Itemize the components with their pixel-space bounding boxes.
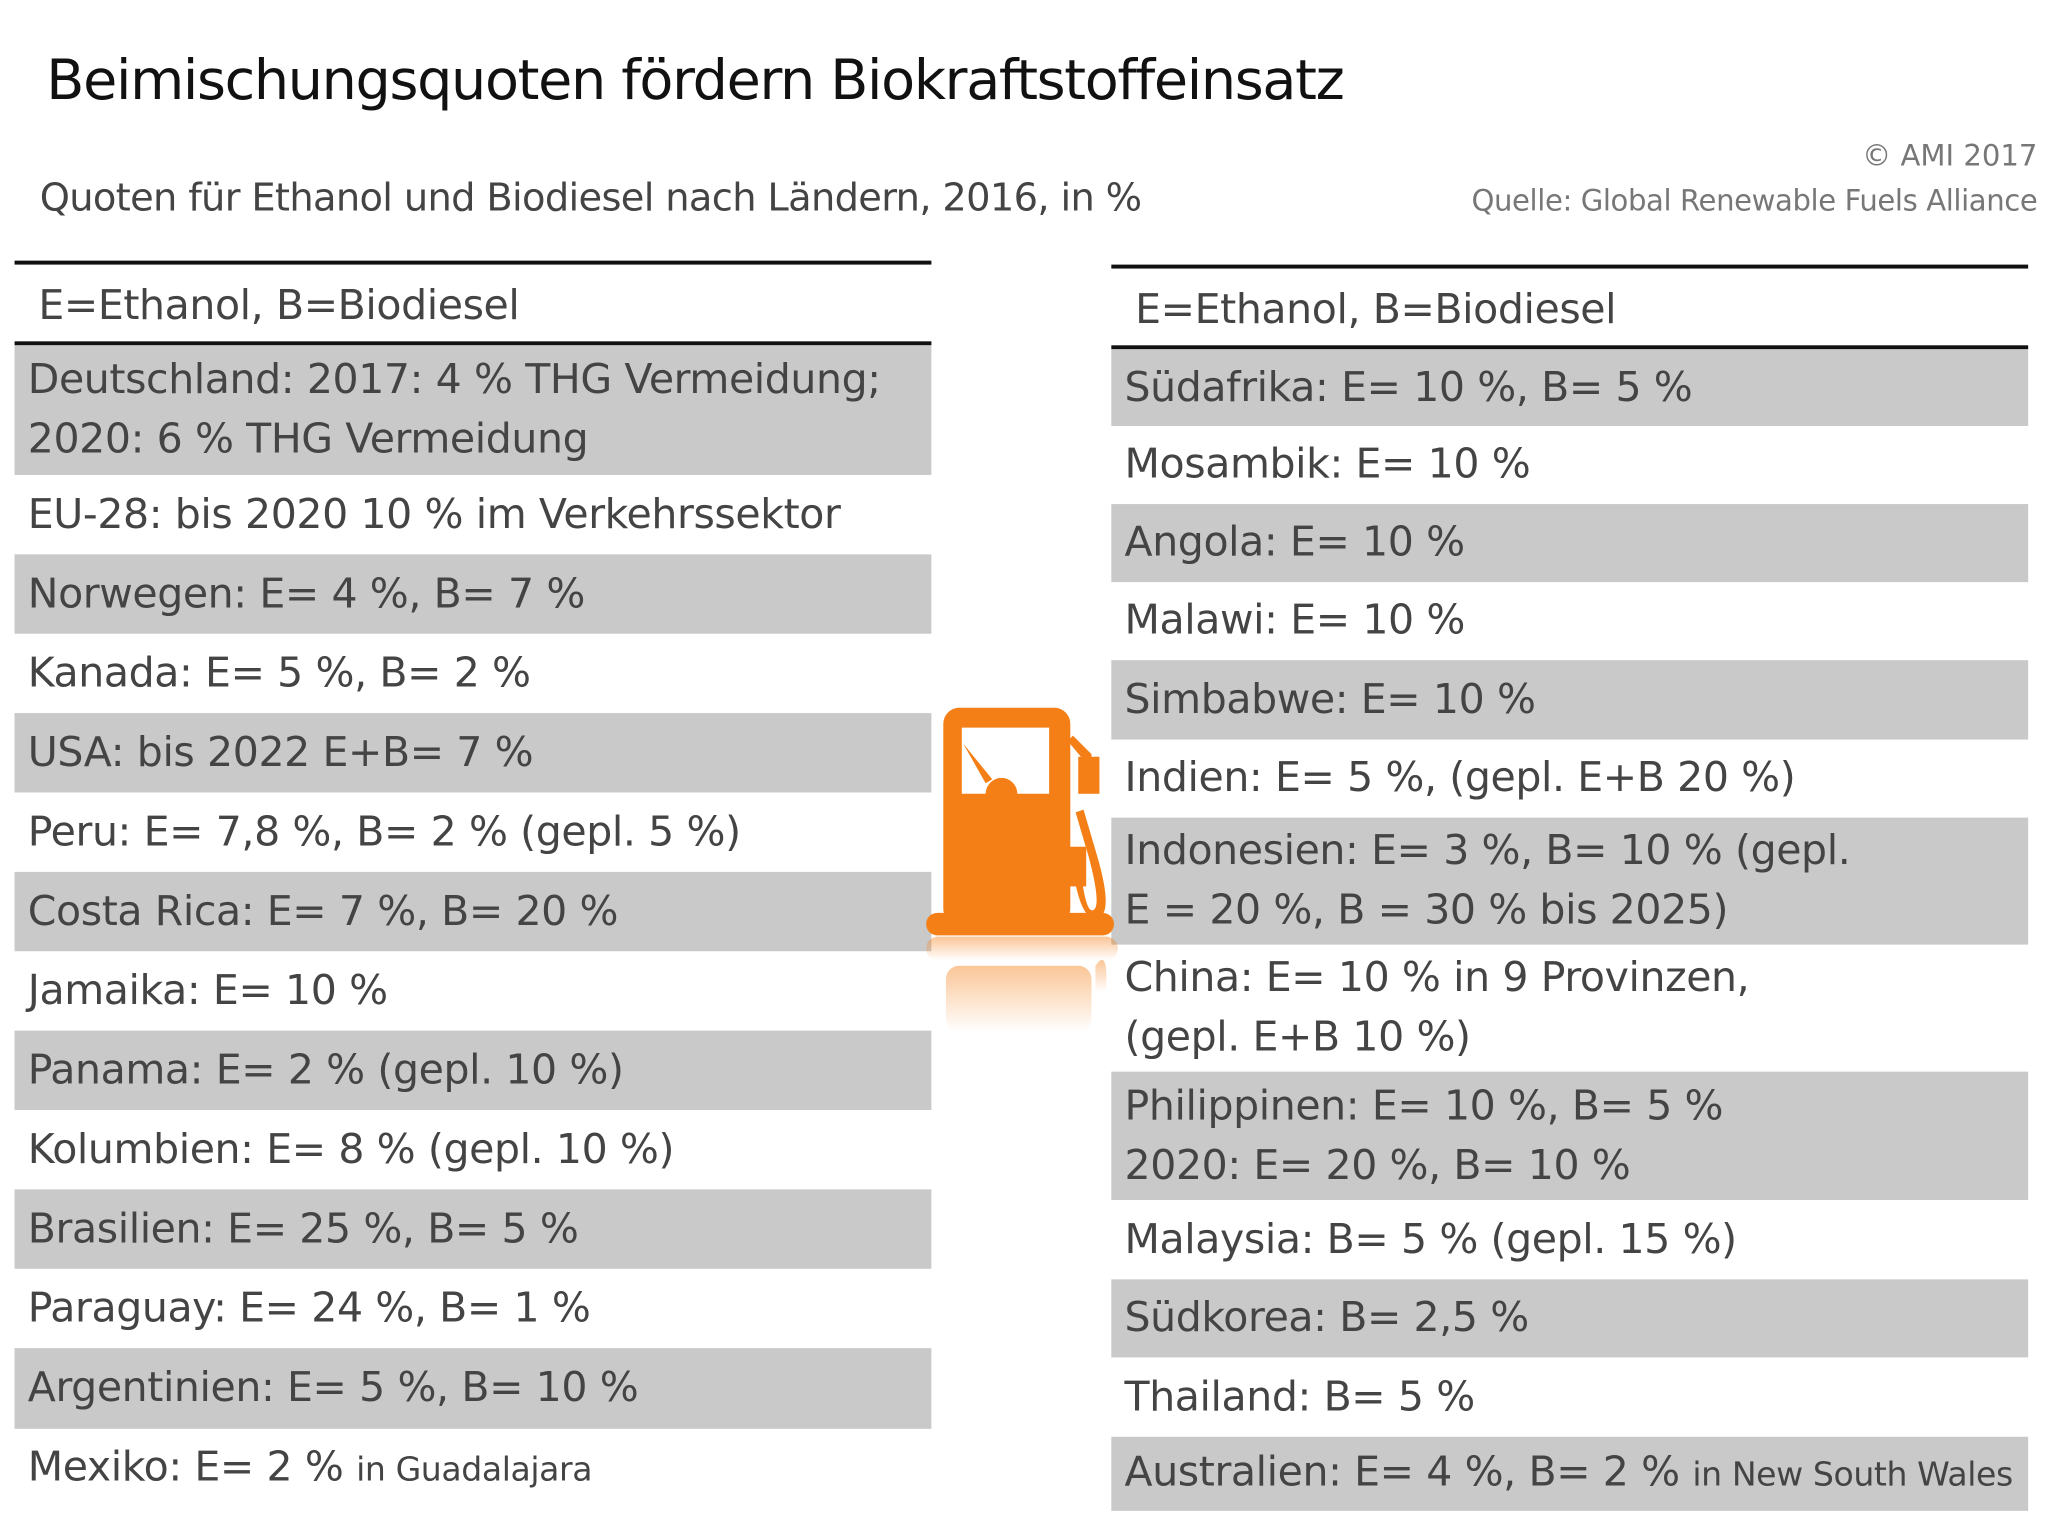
row-text: Argentinien: E= 5 %, B= 10 % — [28, 1359, 639, 1419]
table-header: E=Ethanol, B=Biodiesel — [14, 265, 932, 346]
table-row: Südafrika: E= 10 %, B= 5 % — [1111, 349, 2029, 427]
row-label: Malaysia: B= 5 % (gepl. 15 %) — [1124, 1215, 1738, 1263]
table-row: Angola: E= 10 % — [1111, 504, 2029, 583]
row-text: Kolumbien: E= 8 % (gepl. 10 %) — [27, 1120, 675, 1180]
row-text: Südkorea: B= 2,5 % — [1124, 1289, 1530, 1349]
row-text: EU-28: bis 2020 10 % im Verkehrssektor — [28, 485, 841, 545]
source-note: Quelle: Global Renewable Fuels Alliance — [1471, 185, 2038, 219]
row-text: Malaysia: B= 5 % (gepl. 15 %) — [1124, 1210, 1738, 1270]
row-line: 2020: E= 20 %, B= 10 % — [1124, 1141, 1631, 1189]
row-label: Kanada: E= 5 %, B= 2 % — [27, 648, 531, 697]
copyright: © AMI 2017 — [1862, 140, 2038, 174]
row-text: Peru: E= 7,8 %, B= 2 % (gepl. 5 %) — [28, 802, 741, 862]
subtitle: Quoten für Ethanol und Biodiesel nach Lä… — [39, 174, 1142, 220]
row-text: Angola: E= 10 % — [1124, 513, 1466, 573]
row-label: Costa Rica: E= 7 %, B= 20 % — [27, 887, 619, 935]
row-text: Paraguay: E= 24 %, B= 1 % — [28, 1279, 591, 1339]
row-text: Mosambik: E= 10 % — [1125, 435, 1531, 495]
row-text: Indien: E= 5 %, (gepl. E+B 20 %) — [1125, 749, 1796, 809]
row-text: Indonesien: E= 3 %, B= 10 % (gepl. E = 20… — [1125, 822, 1851, 941]
row-note: in Guadalajara — [356, 1450, 593, 1489]
table-row: Südkorea: B= 2,5 % — [1111, 1279, 2029, 1358]
row-label: Mosambik: E= 10 % — [1124, 440, 1531, 489]
row-text: Deutschland: 2017: 4 % THG Vermeidung; 20… — [28, 351, 881, 470]
row-line: China: E= 10 % in 9 Provinzen, — [1124, 953, 1750, 1002]
table-row: Malaysia: B= 5 % (gepl. 15 %) — [1111, 1200, 2028, 1279]
row-label: Thailand: B= 5 % — [1124, 1372, 1476, 1421]
row-text: Jamaika: E= 10 % — [28, 961, 388, 1021]
table-row: USA: bis 2022 E+B= 7 % — [14, 713, 932, 793]
table-row: Kolumbien: E= 8 % (gepl. 10 %) — [15, 1110, 932, 1189]
right-quota-table: E=Ethanol, B=Biodiesel Südafrika: E= 10 … — [1111, 264, 2029, 1511]
row-label: Indien: E= 5 %, (gepl. E+B 20 %) — [1124, 754, 1796, 802]
row-line: (gepl. E+B 10 %) — [1124, 1013, 1471, 1062]
row-text: USA: bis 2022 E+B= 7 % — [27, 723, 534, 783]
row-label: USA: bis 2022 E+B= 7 % — [27, 728, 534, 776]
row-label: Mexiko: E= 2 % — [27, 1443, 357, 1492]
table-row: Brasilien: E= 25 %, B= 5 % — [14, 1189, 932, 1269]
table-row: Simbabwe: E= 10 % — [1111, 660, 2029, 740]
row-label: Norwegen: E= 4 %, B= 7 % — [27, 569, 586, 618]
table-row: Peru: E= 7,8 %, B= 2 % (gepl. 5 %) — [15, 792, 932, 871]
table-row: Costa Rica: E= 7 %, B= 20 % — [14, 871, 932, 952]
row-label: Kolumbien: E= 8 % (gepl. 10 %) — [27, 1125, 675, 1173]
table-row: Philippinen: E= 10 %, B= 5 % 2020: E= 20 … — [1111, 1071, 2029, 1200]
row-text: Kanada: E= 5 %, B= 2 % — [28, 644, 531, 704]
table-row: Mexiko: E= 2 % in Guadalajara — [15, 1429, 932, 1508]
row-label: Peru: E= 7,8 %, B= 2 % (gepl. 5 %) — [27, 807, 741, 856]
row-text: Australien: E= 4 %, B= 2 % in New South … — [1124, 1443, 2014, 1504]
row-text: Costa Rica: E= 7 %, B= 20 % — [27, 882, 619, 942]
row-note: in New South Wales — [1692, 1455, 2013, 1494]
table-row: Mosambik: E= 10 % — [1111, 426, 2028, 504]
table-row: Deutschland: 2017: 4 % THG Vermeidung; 20… — [14, 345, 932, 475]
row-label: Paraguay: E= 24 %, B= 1 % — [27, 1283, 591, 1332]
row-label: Jamaika: E= 10 % — [27, 966, 388, 1015]
left-quota-table: E=Ethanol, B=Biodiesel Deutschland: 2017… — [14, 260, 932, 1509]
row-label: Südkorea: B= 2,5 % — [1124, 1293, 1530, 1342]
row-text: Südafrika: E= 10 %, B= 5 % — [1125, 358, 1693, 418]
page-title: Beimischungsquoten fördern Biokraftstoff… — [46, 47, 1344, 113]
table-row: Norwegen: E= 4 %, B= 7 % — [14, 554, 932, 634]
table-row: Thailand: B= 5 % — [1111, 1357, 2028, 1436]
table-row: Indien: E= 5 %, (gepl. E+B 20 %) — [1111, 740, 2028, 818]
row-text: Norwegen: E= 4 %, B= 7 % — [27, 564, 586, 624]
row-text: Thailand: B= 5 % — [1124, 1367, 1476, 1427]
table-row: Malawi: E= 10 % — [1111, 582, 2028, 660]
row-text: Simbabwe: E= 10 % — [1125, 670, 1536, 730]
row-text: Panama: E= 2 % (gepl. 10 %) — [28, 1041, 624, 1101]
row-line: Philippinen: E= 10 %, B= 5 % — [1124, 1081, 1724, 1130]
row-line: 2020: 6 % THG Vermeidung — [27, 415, 589, 464]
table-row: EU-28: bis 2020 10 % im Verkehrssektor — [15, 475, 932, 554]
table-row: Australien: E= 4 %, B= 2 % in New South … — [1111, 1436, 2029, 1511]
table-header: E=Ethanol, B=Biodiesel — [1111, 269, 2029, 350]
row-text: Brasilien: E= 25 %, B= 5 % — [28, 1199, 579, 1259]
table-row: Paraguay: E= 24 %, B= 1 % — [15, 1269, 932, 1348]
table-row: China: E= 10 % in 9 Provinzen, (gepl. E+B… — [1111, 945, 2028, 1072]
table-row: Jamaika: E= 10 % — [15, 951, 932, 1030]
row-text: Philippinen: E= 10 %, B= 5 % 2020: E= 20 … — [1125, 1076, 1724, 1195]
row-label: Angola: E= 10 % — [1124, 518, 1466, 567]
table-row: Argentinien: E= 5 %, B= 10 % — [14, 1348, 932, 1429]
row-line: E = 20 %, B = 30 % bis 2025) — [1124, 886, 1729, 935]
row-text: China: E= 10 % in 9 Provinzen, (gepl. E+B… — [1125, 949, 1750, 1068]
row-label: Panama: E= 2 % (gepl. 10 %) — [27, 1045, 624, 1094]
fuel-pump-icon — [926, 707, 1118, 1032]
row-label: Simbabwe: E= 10 % — [1124, 675, 1536, 724]
row-label: EU-28: bis 2020 10 % im Verkehrssektor — [27, 490, 841, 538]
row-label: Argentinien: E= 5 %, B= 10 % — [27, 1364, 639, 1412]
table-row: Indonesien: E= 3 %, B= 10 % (gepl. E = 20… — [1111, 817, 2029, 945]
row-label: Brasilien: E= 25 %, B= 5 % — [27, 1204, 579, 1253]
row-line: Deutschland: 2017: 4 % THG Vermeidung; — [27, 355, 881, 404]
row-label: Australien: E= 4 %, B= 2 % — [1124, 1448, 1693, 1497]
row-label: Südafrika: E= 10 %, B= 5 % — [1124, 363, 1693, 411]
table-row: Kanada: E= 5 %, B= 2 % — [15, 634, 932, 713]
row-label: Malawi: E= 10 % — [1124, 596, 1466, 645]
table-row: Panama: E= 2 % (gepl. 10 %) — [14, 1030, 932, 1110]
row-line: Indonesien: E= 3 %, B= 10 % (gepl. — [1124, 826, 1851, 875]
row-text: Malawi: E= 10 % — [1124, 591, 1466, 651]
row-text: Mexiko: E= 2 % in Guadalajara — [27, 1438, 593, 1499]
